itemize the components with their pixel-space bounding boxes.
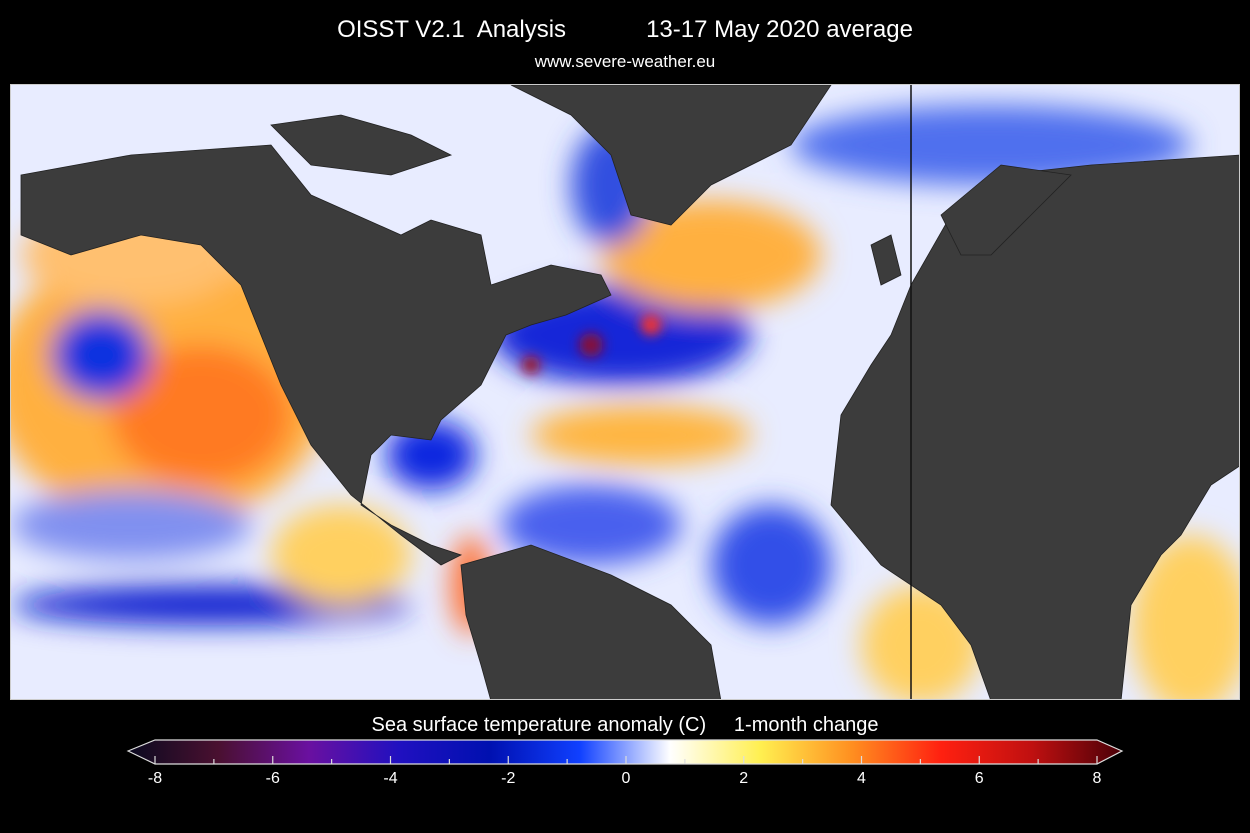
colorbar-tick-label: 0 [621,770,631,787]
colorbar-period: 1-month change [733,714,879,736]
arctic-islands [270,114,453,176]
colorbar-tick-label: -6 [265,770,280,787]
colorbar-variable: Sea surface temperature anomaly (C) [371,714,707,736]
colorbar-tick-label: 2 [739,770,749,787]
scandinavia [940,164,1072,256]
colorbar-tick-label: -4 [383,770,398,787]
colorbar-tick-label: -8 [147,770,163,787]
land-masses [20,85,1239,699]
title-product: OISST V2.1 Analysis [337,16,567,43]
british-isles [870,234,902,286]
greenland [510,85,832,226]
colorbar-tick-label: 8 [1092,770,1102,787]
colorbar-title: Sea surface temperature anomaly (C) 1-mo… [0,714,1250,737]
north-america [20,144,612,566]
sst-anomaly-map [10,84,1240,700]
colorbar-tick-label: 6 [974,770,984,787]
south-america [460,544,722,699]
colorbar [126,739,1124,765]
europe-africa [830,154,1239,699]
anomaly-field [11,105,1239,699]
map-canvas [11,85,1239,699]
colorbar-tick-label: -2 [501,770,516,787]
title-period: 13-17 May 2020 average [646,16,913,43]
map-subtitle: www.severe-weather.eu [534,52,716,71]
map-title: OISST V2.1 Analysis 13-17 May 2020 avera… [0,16,1250,44]
colorbar-bar [126,739,1124,765]
colorbar-tick-label: 4 [857,770,866,787]
